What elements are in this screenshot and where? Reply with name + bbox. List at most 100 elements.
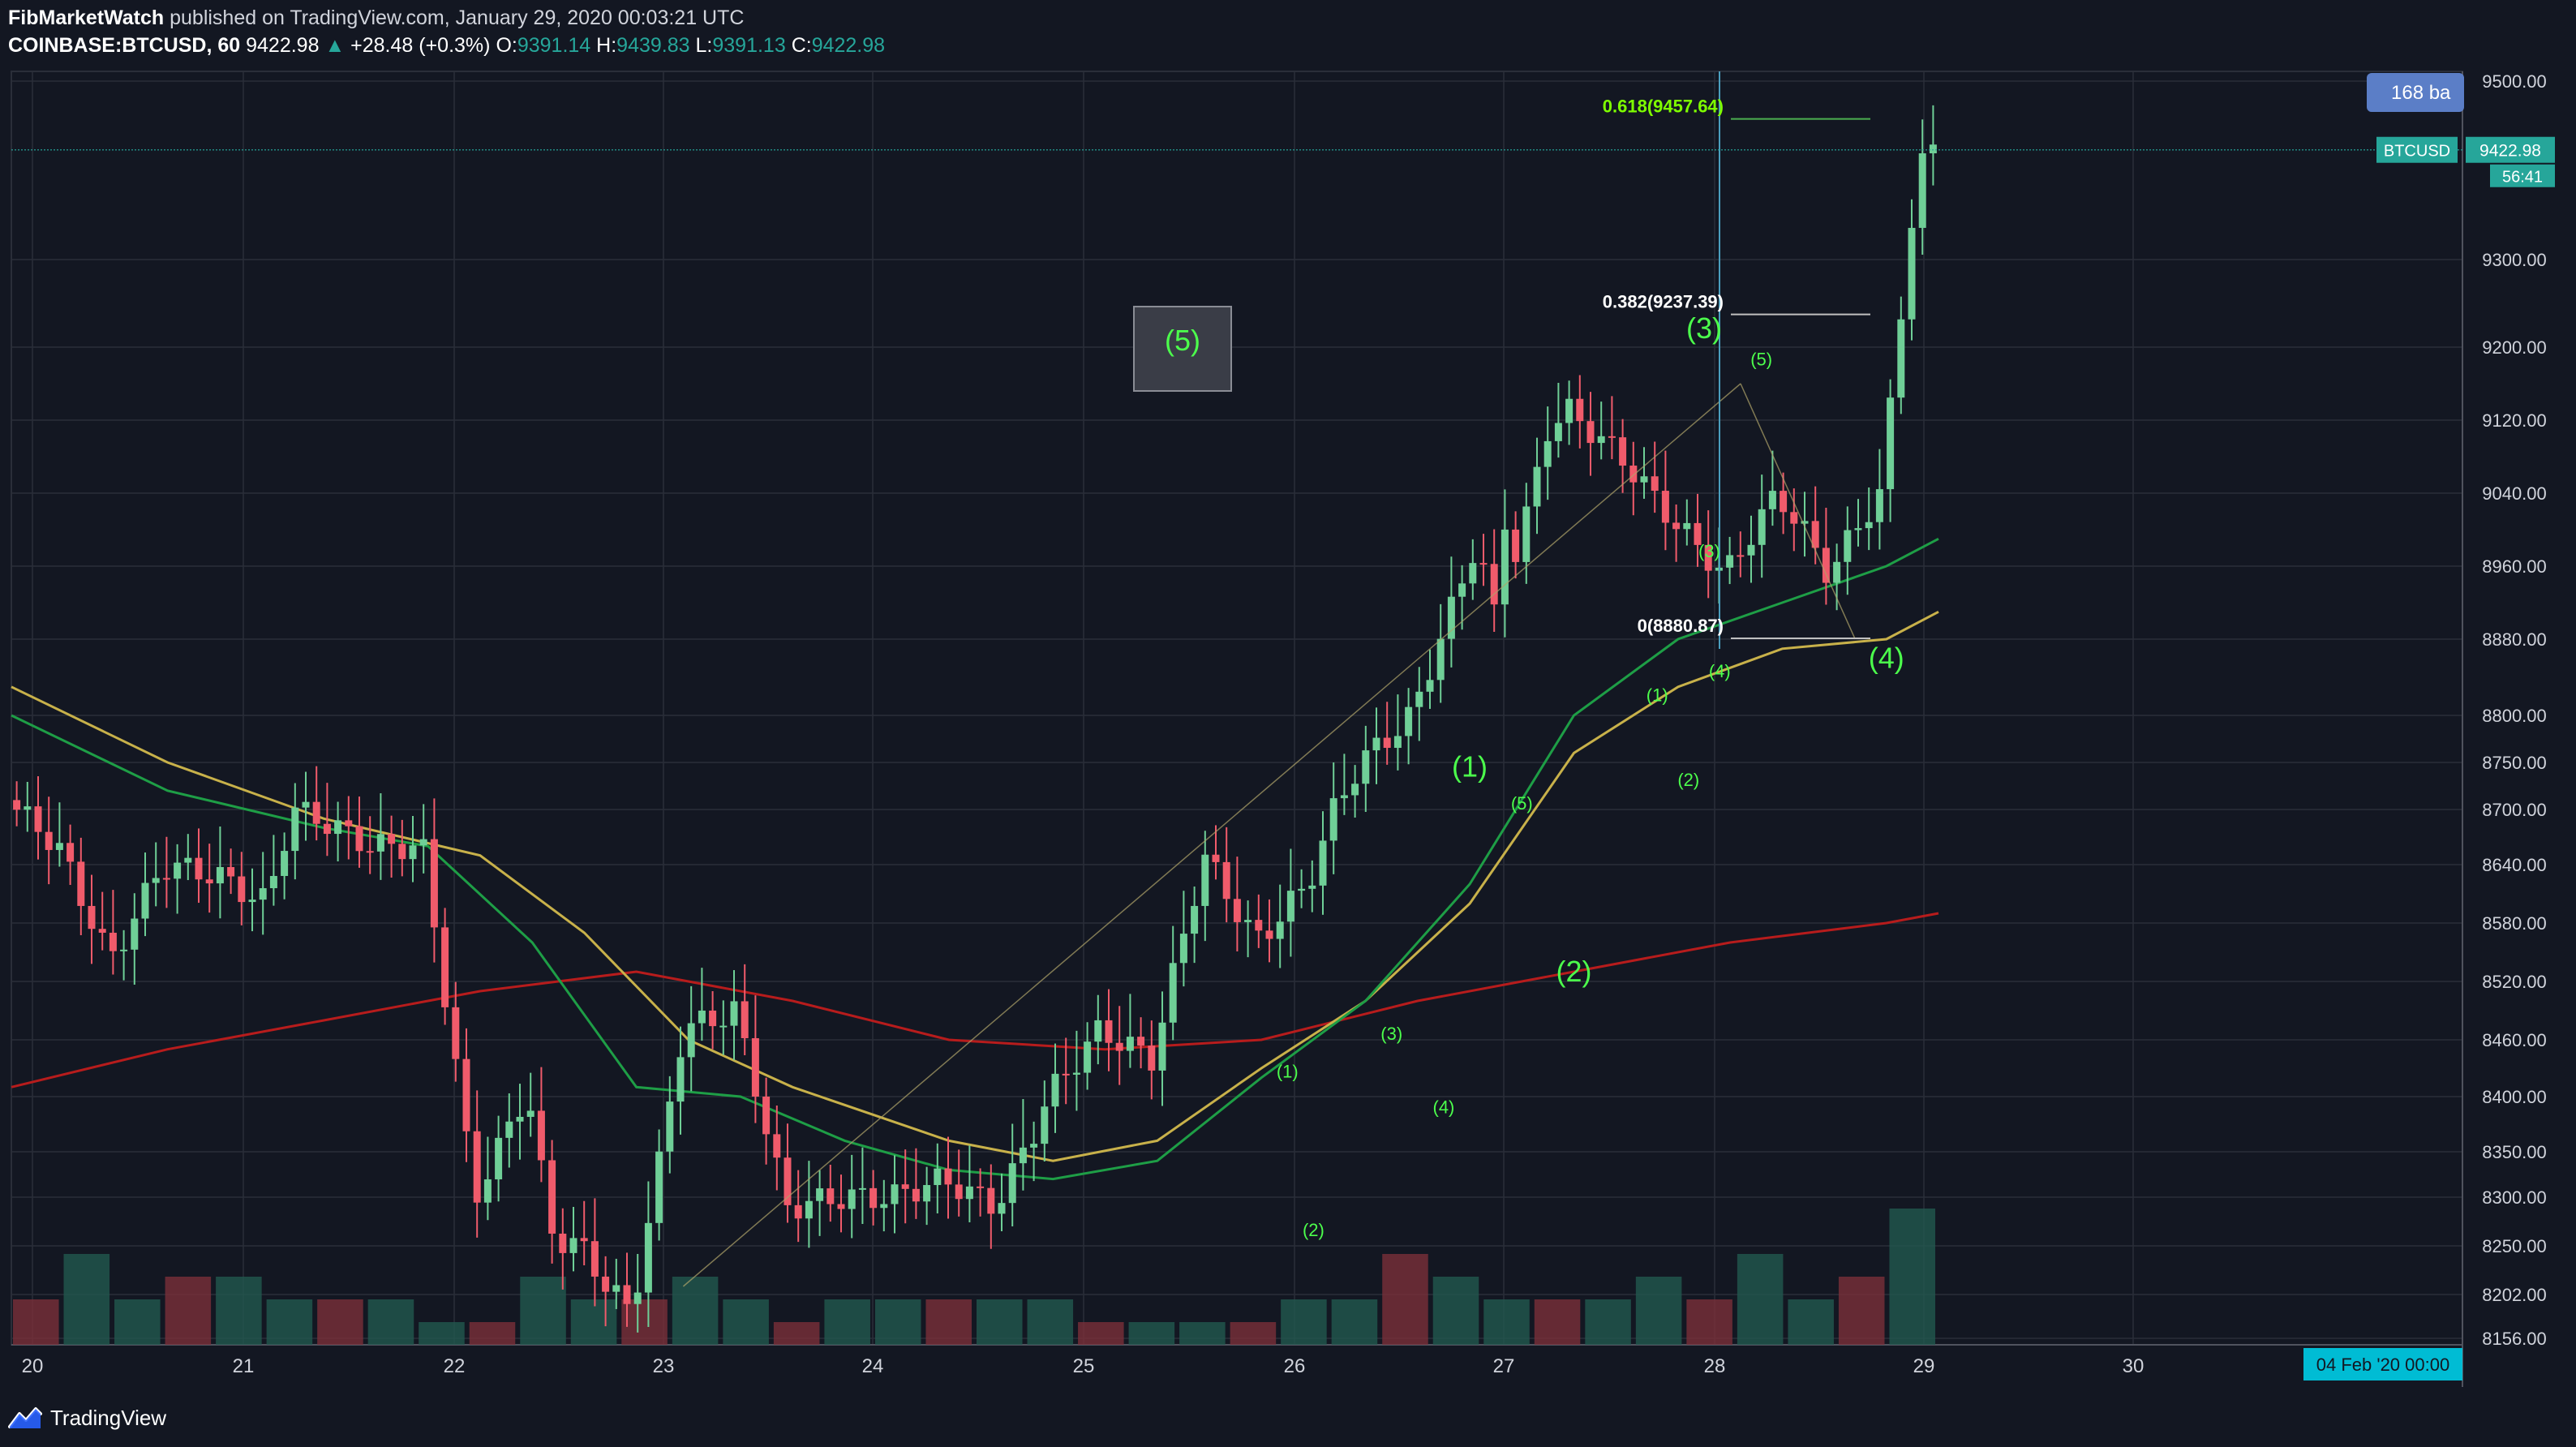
- high-value: 9439.83: [616, 34, 690, 57]
- candle-body: [655, 1151, 663, 1223]
- x-tick-label: 23: [653, 1355, 675, 1377]
- y-tick-label: 9040.00: [2482, 483, 2547, 504]
- candle-body: [1597, 436, 1605, 444]
- candle-body: [1191, 905, 1199, 934]
- candle-body: [495, 1137, 503, 1180]
- candle-body: [1041, 1106, 1049, 1144]
- symbol-tag: BTCUSD: [2384, 143, 2450, 161]
- volume-bar: [165, 1277, 212, 1345]
- volume-bar: [977, 1299, 1023, 1345]
- high-label: H:: [596, 34, 617, 57]
- date-badge-bg: [2303, 1348, 2462, 1380]
- candle-body: [1383, 737, 1391, 749]
- symbol-label[interactable]: COINBASE:BTCUSD, 60: [8, 34, 241, 57]
- y-tick-label: 9500.00: [2482, 71, 2547, 92]
- candle-body: [1512, 529, 1520, 562]
- y-tick-label: 8960.00: [2482, 556, 2547, 577]
- ohlc-line: COINBASE:BTCUSD, 60 9422.98 ▲ +28.48 (+0…: [8, 34, 885, 58]
- candle-body: [131, 918, 139, 950]
- candle-body: [1222, 861, 1230, 900]
- volume-bar: [672, 1277, 719, 1345]
- candle-body: [216, 867, 224, 884]
- candle-body: [473, 1131, 481, 1203]
- volume-bar: [1281, 1299, 1327, 1345]
- volume-bar: [570, 1299, 617, 1345]
- candle-body: [376, 834, 384, 852]
- candle-body: [1030, 1144, 1038, 1148]
- candle-body: [612, 1285, 620, 1292]
- candle-body: [1586, 421, 1595, 444]
- candle-body: [1469, 563, 1477, 584]
- candle-body: [174, 862, 182, 879]
- candle-body: [1822, 547, 1830, 583]
- x-tick-label: 30: [2123, 1355, 2145, 1377]
- candle-body: [709, 1010, 717, 1027]
- candle-body: [901, 1184, 909, 1189]
- volume-bar: [1230, 1322, 1277, 1345]
- brand[interactable]: TradingView: [8, 1402, 166, 1434]
- candle-body: [281, 851, 289, 876]
- candle-body: [623, 1285, 631, 1304]
- candle-body: [1651, 476, 1659, 492]
- candle-body: [366, 851, 374, 853]
- candle-body: [462, 1058, 470, 1131]
- volume-bar: [773, 1322, 820, 1345]
- candle-body: [162, 878, 170, 880]
- wave-label-minor: (2): [1677, 770, 1699, 790]
- candle-body: [998, 1203, 1006, 1214]
- candle-body: [323, 823, 331, 835]
- open-label: O:: [496, 34, 517, 57]
- candle-body: [483, 1179, 492, 1203]
- candle-body: [1501, 529, 1509, 605]
- candle-body: [559, 1233, 567, 1253]
- price-tag-bg: [2466, 136, 2555, 163]
- y-tick-label: 9120.00: [2482, 410, 2547, 431]
- candle-body: [1094, 1020, 1102, 1042]
- candle-body: [334, 820, 342, 835]
- volume-bar: [723, 1299, 769, 1345]
- volume-bar: [1737, 1254, 1784, 1345]
- candle-body: [1393, 736, 1402, 749]
- candle-body: [1747, 544, 1755, 556]
- price-change: +28.48 (+0.3%): [350, 34, 491, 57]
- y-tick-label: 8350.00: [2482, 1142, 2547, 1162]
- y-tick-label: 8202.00: [2482, 1285, 2547, 1305]
- y-tick-label: 8520.00: [2482, 972, 2547, 992]
- candle-body: [1887, 397, 1895, 490]
- candle-body: [794, 1204, 802, 1219]
- candle-body: [1918, 153, 1926, 228]
- candle-body: [152, 878, 160, 883]
- volume-bar: [1179, 1322, 1226, 1345]
- candle-body: [1115, 1042, 1123, 1051]
- wave-label-minor: (3): [1380, 1024, 1402, 1044]
- volume-bar: [114, 1299, 161, 1345]
- candle-body: [1533, 466, 1541, 507]
- candle-body: [1447, 596, 1455, 639]
- author-name[interactable]: FibMarketWatch: [8, 6, 165, 29]
- y-tick-label: 8700.00: [2482, 800, 2547, 820]
- volume-bar: [367, 1299, 414, 1345]
- volume-bar: [520, 1277, 566, 1345]
- y-tick-label: 8880.00: [2482, 629, 2547, 650]
- candle-body: [687, 1023, 695, 1058]
- volume-bar: [216, 1277, 262, 1345]
- candle-body: [1019, 1147, 1027, 1164]
- candle-body: [1415, 691, 1423, 707]
- candle-body: [1362, 750, 1370, 784]
- countdown: 56:41: [2502, 169, 2543, 187]
- candle-body: [923, 1185, 931, 1202]
- price-tag: 9422.98: [2479, 142, 2541, 161]
- candle-body: [1672, 522, 1681, 530]
- candle-body: [1522, 506, 1531, 562]
- y-tick-label: 8156.00: [2482, 1329, 2547, 1349]
- candle-body: [1661, 491, 1669, 523]
- candle-body: [441, 927, 449, 1007]
- brand-name: TradingView: [50, 1405, 167, 1430]
- candle-body: [633, 1292, 642, 1304]
- candle-body: [109, 932, 117, 951]
- candle-body: [1565, 398, 1574, 423]
- candle-body: [55, 843, 63, 850]
- candle-body: [1576, 398, 1584, 422]
- candle-body: [1179, 934, 1187, 964]
